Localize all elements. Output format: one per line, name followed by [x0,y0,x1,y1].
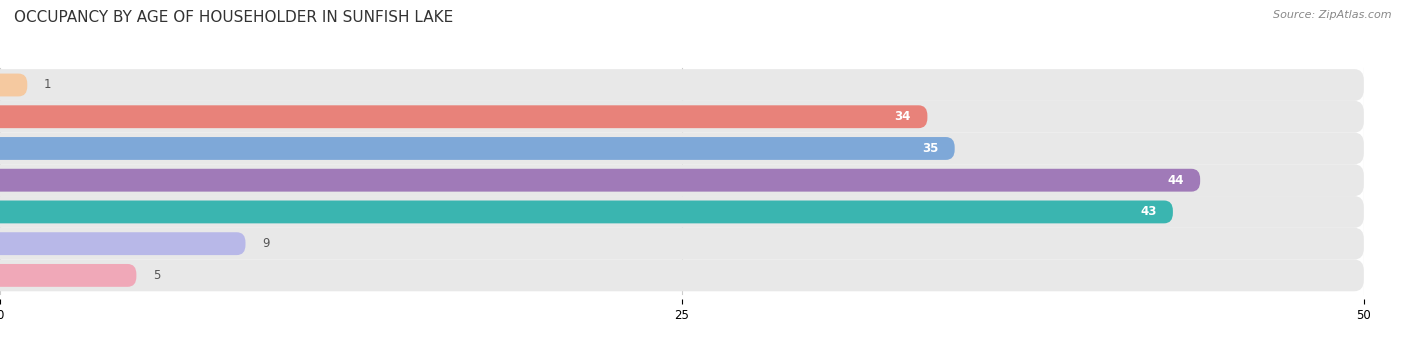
FancyBboxPatch shape [0,201,1173,223]
FancyBboxPatch shape [0,169,1201,192]
FancyBboxPatch shape [0,137,955,160]
Text: 44: 44 [1167,174,1184,187]
FancyBboxPatch shape [0,105,928,128]
FancyBboxPatch shape [0,196,1364,228]
FancyBboxPatch shape [0,133,1364,164]
FancyBboxPatch shape [0,73,27,97]
FancyBboxPatch shape [0,101,1364,133]
Text: 43: 43 [1140,205,1157,218]
Text: Source: ZipAtlas.com: Source: ZipAtlas.com [1274,10,1392,20]
FancyBboxPatch shape [0,232,246,255]
FancyBboxPatch shape [0,264,136,287]
FancyBboxPatch shape [0,228,1364,259]
FancyBboxPatch shape [0,164,1364,196]
Text: 1: 1 [44,79,51,91]
FancyBboxPatch shape [0,259,1364,291]
FancyBboxPatch shape [0,69,1364,101]
Text: OCCUPANCY BY AGE OF HOUSEHOLDER IN SUNFISH LAKE: OCCUPANCY BY AGE OF HOUSEHOLDER IN SUNFI… [14,10,453,25]
Text: 9: 9 [262,237,270,250]
Text: 34: 34 [894,110,911,123]
Text: 35: 35 [922,142,938,155]
Text: 5: 5 [153,269,160,282]
